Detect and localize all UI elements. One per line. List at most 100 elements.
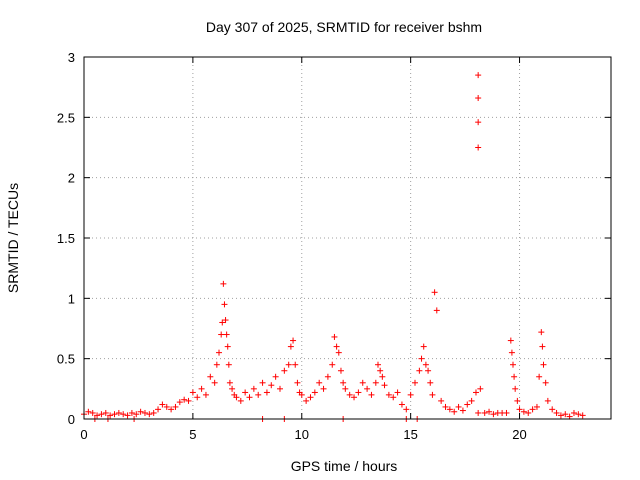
data-point [540, 361, 547, 368]
data-point [520, 408, 527, 415]
data-point [221, 301, 228, 308]
data-point [259, 379, 266, 386]
data-point [229, 385, 236, 392]
data-point [246, 394, 253, 401]
data-point [124, 412, 131, 419]
chart-title: Day 307 of 2025, SRMTID for receiver bsh… [206, 19, 482, 35]
data-point [539, 343, 546, 350]
data-point [575, 411, 582, 418]
y-axis-label: SRMTID / TECUs [5, 183, 21, 293]
data-point [189, 389, 196, 396]
data-point [324, 373, 331, 380]
y-tick-label: 1.5 [57, 231, 75, 246]
data-point [340, 379, 347, 386]
data-point [431, 289, 438, 296]
data-point [290, 337, 297, 344]
data-point [222, 317, 229, 324]
data-point [285, 361, 292, 368]
data-point [102, 409, 109, 416]
data-point [342, 385, 349, 392]
data-point [355, 389, 362, 396]
data-point [427, 379, 434, 386]
data-point [263, 389, 270, 396]
x-tick-label: 10 [295, 427, 309, 442]
data-point [538, 329, 545, 336]
data-point [226, 379, 233, 386]
data-point [120, 411, 127, 418]
data-point [416, 367, 423, 374]
data-point [475, 409, 482, 416]
data-point [225, 361, 232, 368]
data-point [472, 389, 479, 396]
data-point [455, 403, 462, 410]
x-tick-label: 5 [189, 427, 196, 442]
data-point [163, 403, 170, 410]
data-point [549, 406, 556, 413]
data-point [329, 361, 336, 368]
data-point [335, 349, 342, 356]
data-point [459, 407, 466, 414]
data-point [512, 385, 519, 392]
data-point [533, 403, 540, 410]
data-point [381, 382, 388, 389]
data-point [168, 406, 175, 413]
data-point [475, 119, 482, 126]
data-point [507, 337, 514, 344]
x-tick-label: 20 [512, 427, 526, 442]
data-point [372, 379, 379, 386]
data-point [137, 408, 144, 415]
data-point [219, 319, 226, 326]
data-point [223, 331, 230, 338]
data-point [464, 401, 471, 408]
data-point [377, 367, 384, 374]
data-point [255, 391, 262, 398]
data-point [272, 373, 279, 380]
data-point [433, 307, 440, 314]
data-point [398, 401, 405, 408]
data-point [202, 391, 209, 398]
data-point [333, 343, 340, 350]
data-point [422, 361, 429, 368]
data-point [287, 343, 294, 350]
data-point [276, 385, 283, 392]
data-point [111, 411, 118, 418]
y-tick-label: 3 [68, 50, 75, 65]
data-point [133, 411, 140, 418]
data-point [307, 394, 314, 401]
data-point [198, 385, 205, 392]
data-point [337, 367, 344, 374]
data-point [331, 333, 338, 340]
data-point [176, 399, 183, 406]
data-point [379, 373, 386, 380]
data-point [320, 385, 327, 392]
axis-tick-labels: 0 5 10 15 20 0 0.5 1 1.5 2 2.5 3 [57, 50, 527, 442]
data-point [407, 391, 414, 398]
data-point [94, 412, 101, 419]
data-point [390, 394, 397, 401]
data-point [216, 349, 223, 356]
data-point [98, 411, 105, 418]
data-point [451, 408, 458, 415]
data-point [224, 343, 231, 350]
y-tick-label: 2.5 [57, 110, 75, 125]
y-tick-label: 2 [68, 171, 75, 186]
data-point [503, 409, 510, 416]
data-point [438, 397, 445, 404]
data-point [364, 385, 371, 392]
x-tick-label: 0 [80, 427, 87, 442]
y-tick-label: 1 [68, 291, 75, 306]
data-point [115, 409, 122, 416]
data-point [420, 343, 427, 350]
data-point [553, 409, 560, 416]
data-point [311, 389, 318, 396]
data-point [477, 385, 484, 392]
data-point [316, 379, 323, 386]
data-point [107, 412, 114, 419]
data-point [233, 394, 240, 401]
x-tick-label: 15 [403, 427, 417, 442]
data-point [172, 403, 179, 410]
grid [84, 57, 611, 419]
data-point [418, 355, 425, 362]
data-point [85, 408, 92, 415]
